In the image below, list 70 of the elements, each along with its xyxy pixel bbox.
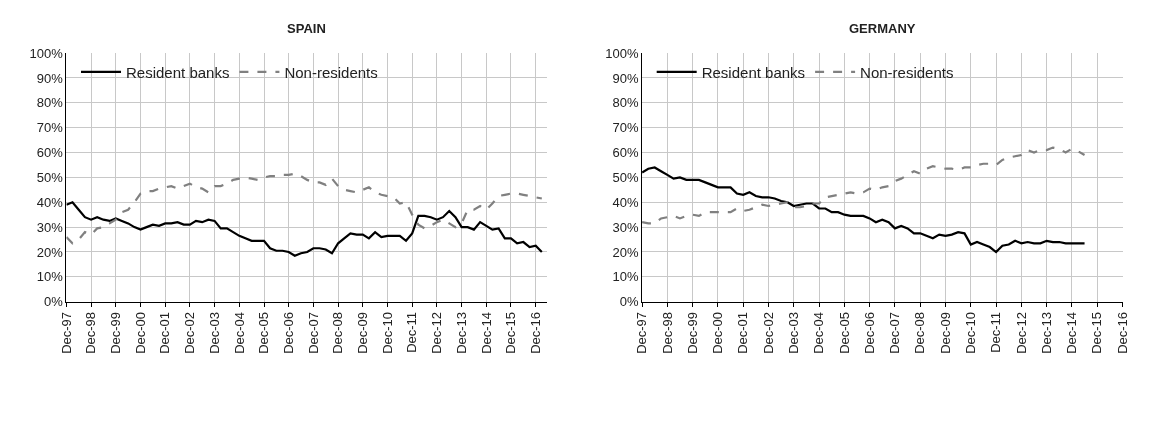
y-tick-label: 80%	[612, 95, 639, 111]
chart-title: SPAIN	[287, 21, 326, 36]
x-tick-label: Dec-01	[735, 311, 751, 354]
x-tick-label: Dec-09	[937, 311, 953, 354]
x-tick-label: Dec-01	[157, 311, 173, 354]
legend-label: Resident banks	[701, 63, 806, 81]
x-tick-label: Dec-06	[861, 311, 877, 354]
x-tick-label: Dec-04	[231, 311, 247, 354]
y-tick-label: 70%	[36, 120, 64, 136]
y-tick-label: 90%	[36, 70, 64, 86]
x-tick-label: Dec-05	[836, 311, 852, 354]
y-tick-label: 20%	[36, 244, 64, 260]
x-tick-label: Dec-98	[83, 311, 99, 354]
y-tick-label: 60%	[36, 145, 64, 161]
y-tick-label: 70%	[612, 120, 639, 136]
x-tick-label: Dec-14	[478, 311, 494, 354]
x-tick-label: Dec-03	[785, 311, 801, 354]
x-tick-label: Dec-15	[1089, 311, 1105, 354]
x-tick-label: Dec-05	[256, 311, 272, 354]
chart-title: GERMANY	[849, 21, 916, 36]
legend-label: Non-residents	[860, 63, 954, 81]
y-tick-label: 30%	[36, 219, 64, 235]
x-tick-label: Dec-03	[206, 311, 222, 354]
x-tick-label: Dec-13	[1038, 311, 1054, 354]
y-tick-label: 80%	[36, 95, 64, 111]
x-tick-label: Dec-09	[355, 311, 371, 354]
y-tick-label: 100%	[29, 45, 64, 61]
x-tick-label: Dec-98	[659, 311, 675, 354]
x-tick-label: Dec-02	[182, 311, 198, 354]
x-tick-label: Dec-16	[1114, 311, 1130, 354]
x-tick-label: Dec-00	[710, 311, 726, 354]
y-tick-label: 20%	[612, 244, 639, 260]
x-tick-label: Dec-12	[429, 311, 445, 354]
x-tick-label: Dec-13	[453, 311, 469, 354]
x-tick-label: Dec-15	[503, 311, 519, 354]
y-tick-label: 40%	[612, 194, 639, 210]
line-series	[642, 146, 1086, 225]
x-tick-label: Dec-10	[963, 311, 979, 354]
x-tick-label: Dec-07	[887, 311, 903, 354]
x-tick-label: Dec-16	[527, 311, 543, 354]
y-tick-label: 90%	[612, 70, 639, 86]
legend-label: Resident banks	[126, 63, 230, 81]
y-tick-label: 40%	[36, 194, 64, 210]
y-tick-label: 0%	[619, 294, 639, 310]
y-tick-label: 10%	[612, 269, 639, 285]
y-tick-label: 50%	[612, 169, 639, 185]
x-tick-label: Dec-04	[811, 311, 827, 354]
x-tick-label: Dec-97	[58, 311, 74, 354]
y-tick-label: 10%	[36, 269, 64, 285]
line-series	[66, 172, 543, 245]
x-tick-label: Dec-97	[634, 311, 650, 354]
x-tick-label: Dec-08	[330, 311, 346, 354]
x-tick-label: Dec-07	[305, 311, 321, 354]
x-tick-label: Dec-99	[684, 311, 700, 354]
x-tick-label: Dec-00	[132, 311, 148, 354]
x-tick-label: Dec-14	[1064, 311, 1080, 354]
y-tick-label: 30%	[612, 219, 639, 235]
x-tick-label: Dec-11	[404, 311, 420, 353]
y-tick-label: 50%	[36, 169, 64, 185]
x-tick-label: Dec-11	[988, 311, 1004, 353]
y-tick-label: 0%	[44, 294, 64, 310]
y-tick-label: 100%	[605, 45, 639, 61]
x-tick-label: Dec-06	[280, 311, 296, 354]
x-tick-label: Dec-02	[760, 311, 776, 354]
x-tick-label: Dec-99	[107, 311, 123, 354]
x-tick-label: Dec-08	[912, 311, 928, 354]
x-tick-label: Dec-12	[1013, 311, 1029, 354]
legend-label: Non-residents	[284, 63, 378, 81]
y-tick-label: 60%	[612, 145, 639, 161]
x-tick-label: Dec-10	[379, 311, 395, 354]
